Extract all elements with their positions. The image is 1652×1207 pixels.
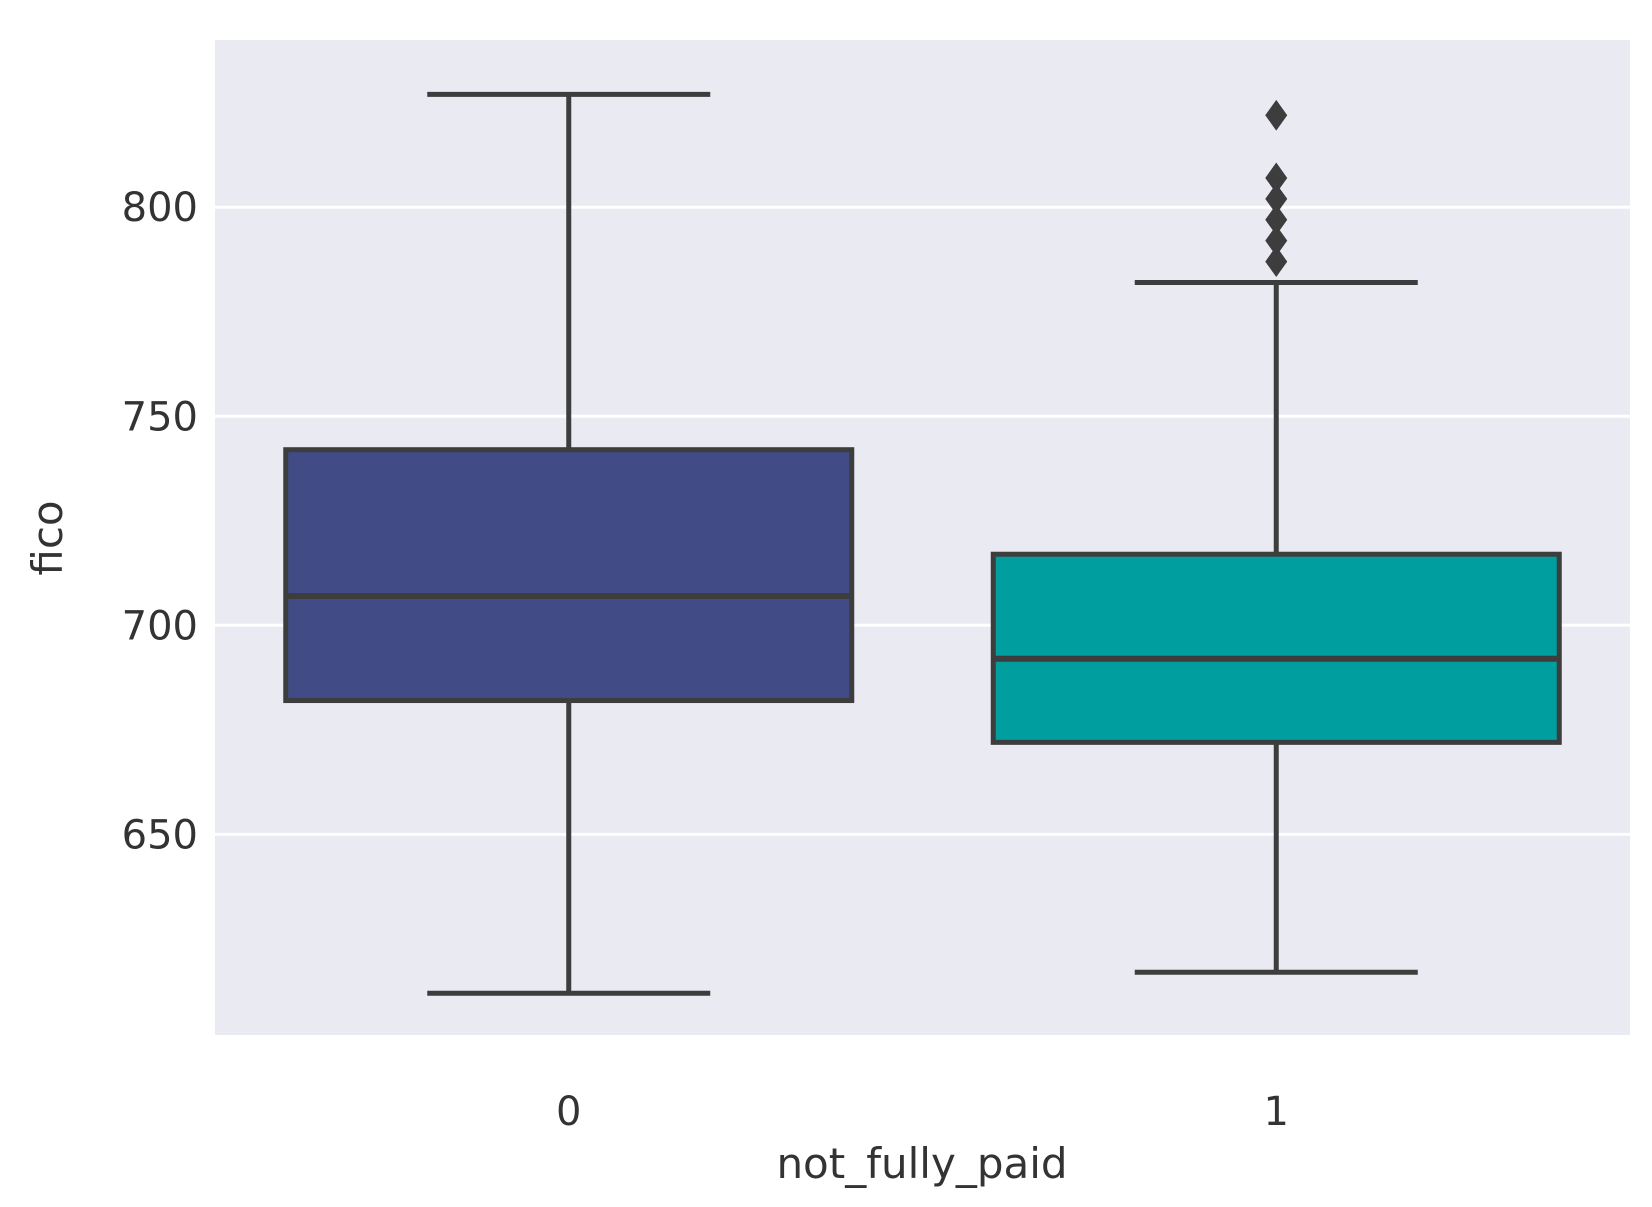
boxes xyxy=(283,91,1562,996)
box-1 xyxy=(990,551,1562,745)
outlier-1-0 xyxy=(1265,246,1288,277)
outlier-1-4 xyxy=(1265,162,1288,194)
outlier-1-3 xyxy=(1265,183,1288,215)
y-axis-label: fico xyxy=(23,500,72,575)
y-tick-label-650: 650 xyxy=(122,812,198,858)
outlier-1-5 xyxy=(1265,99,1288,131)
box-0 xyxy=(283,447,855,704)
y-tick-label-750: 750 xyxy=(122,394,198,440)
y-tick-labels: 650 700 750 800 xyxy=(122,185,198,858)
box-group-0 xyxy=(283,91,855,996)
x-tick-label-0: 0 xyxy=(556,1089,581,1135)
outlier-1-1 xyxy=(1265,225,1288,257)
y-tick-label-800: 800 xyxy=(122,185,198,231)
box-group-1 xyxy=(990,99,1562,975)
y-tick-label-700: 700 xyxy=(122,603,198,649)
x-tick-label-1: 1 xyxy=(1264,1089,1289,1135)
outlier-1-2 xyxy=(1265,204,1288,236)
x-axis-label: not_fully_paid xyxy=(776,1139,1067,1188)
